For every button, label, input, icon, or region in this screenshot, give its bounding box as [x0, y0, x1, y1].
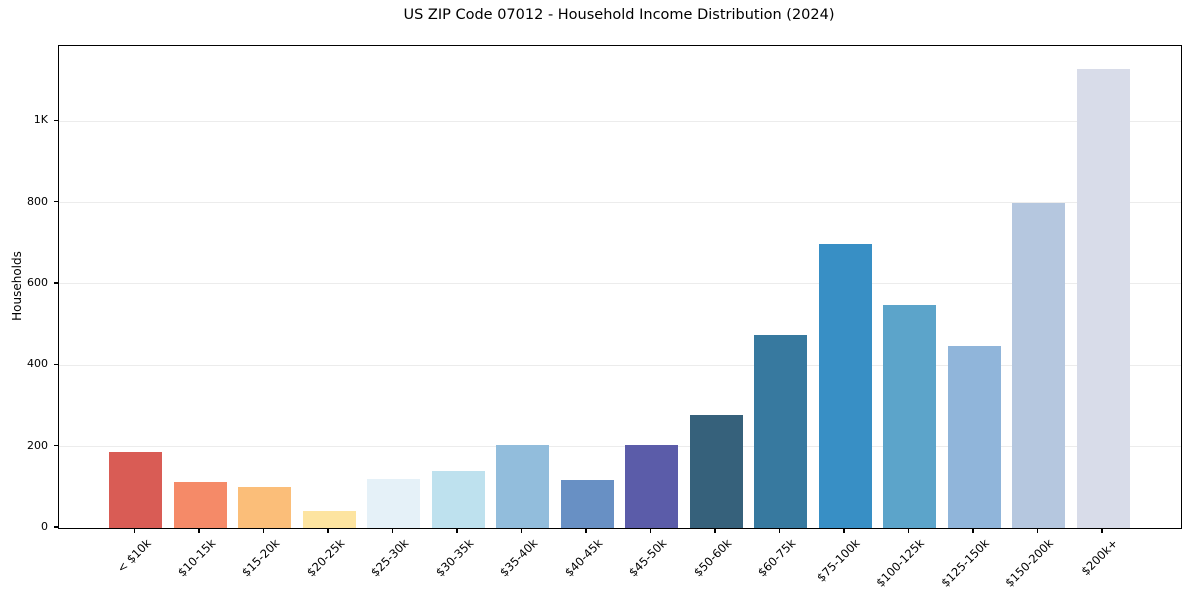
bar	[1076, 69, 1130, 528]
y-tick-label: 200	[27, 438, 48, 452]
bar	[496, 445, 549, 528]
x-tick-mark	[778, 528, 781, 533]
x-tick-mark	[972, 528, 974, 533]
x-tick-mark	[520, 528, 523, 533]
x-tick-mark	[327, 528, 329, 533]
bar	[367, 479, 420, 528]
y-tick-mark	[54, 119, 59, 121]
x-tick-label: $40-45k	[561, 536, 605, 580]
bar	[947, 345, 1001, 528]
x-tick-label: $200k+	[1078, 536, 1121, 579]
x-tick-label: $75-100k	[814, 536, 863, 585]
bar	[109, 451, 162, 528]
x-tick-label: $45-50k	[625, 536, 670, 580]
x-tick-label: $15-20k	[238, 536, 283, 580]
gridline	[59, 283, 1181, 285]
x-tick-label: $60-75k	[754, 536, 799, 580]
bar	[818, 244, 872, 528]
bar	[754, 335, 807, 528]
x-tick-mark	[649, 528, 652, 533]
plot-area	[58, 45, 1182, 529]
x-tick-mark	[133, 528, 136, 533]
y-tick-label: 400	[27, 357, 48, 371]
y-tick-mark	[54, 200, 59, 203]
y-tick-mark	[54, 445, 59, 447]
y-tick-mark	[54, 363, 59, 365]
x-tick-mark	[1036, 528, 1039, 533]
x-tick-label: $20-25k	[303, 536, 347, 580]
gridline	[59, 120, 1181, 122]
y-tick-label: 600	[27, 275, 48, 289]
y-tick-label: 1K	[33, 113, 48, 127]
x-tick-label: < $10k	[113, 536, 154, 576]
bar	[1012, 203, 1065, 528]
x-tick-label: $10-15k	[174, 536, 218, 580]
x-tick-mark	[843, 528, 845, 533]
y-tick-label: 0	[41, 520, 48, 533]
x-tick-label: $100-125k	[873, 536, 928, 590]
x-tick-label: $25-30k	[367, 536, 412, 580]
bar	[560, 480, 614, 528]
bar	[173, 482, 227, 528]
y-tick-mark	[54, 526, 59, 528]
bar	[238, 486, 291, 528]
x-tick-label: $35-40k	[496, 536, 541, 580]
x-tick-mark	[907, 528, 910, 533]
gridline	[59, 446, 1181, 448]
bar	[302, 510, 356, 528]
bar	[689, 414, 743, 528]
y-tick-mark	[54, 282, 59, 284]
x-tick-mark	[456, 528, 458, 533]
x-tick-label: $150-200k	[1002, 536, 1057, 590]
bar	[625, 445, 678, 528]
gridline	[59, 364, 1181, 366]
gridline	[59, 202, 1181, 204]
x-tick-mark	[714, 528, 716, 533]
bar	[431, 471, 485, 528]
y-tick-label: 800	[27, 194, 48, 208]
x-tick-mark	[391, 528, 394, 533]
x-tick-mark	[262, 528, 265, 533]
x-tick-mark	[1101, 528, 1103, 533]
x-tick-label: $50-60k	[690, 536, 734, 580]
bar	[883, 305, 936, 528]
x-tick-label: $30-35k	[432, 536, 476, 580]
x-tick-mark	[585, 528, 587, 533]
chart-title: US ZIP Code 07012 - Household Income Dis…	[403, 7, 835, 23]
x-tick-label: $125-150k	[938, 536, 992, 590]
x-tick-mark	[198, 528, 200, 533]
